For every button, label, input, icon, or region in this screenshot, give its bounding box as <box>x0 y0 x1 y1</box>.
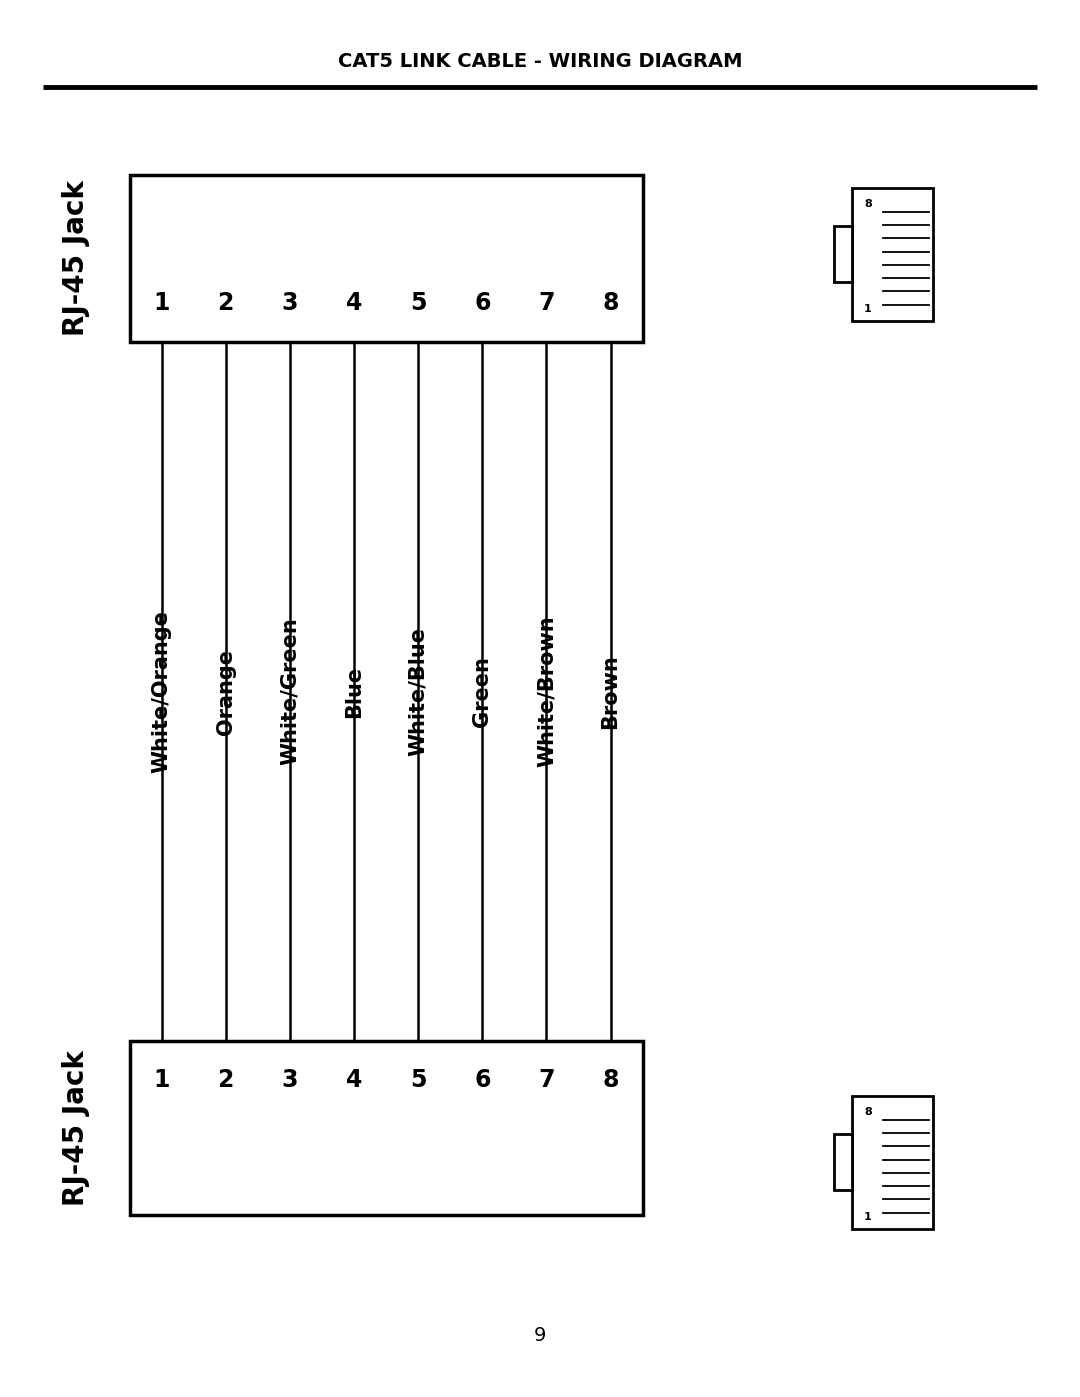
Bar <box>130 175 643 342</box>
Text: 4: 4 <box>346 291 362 316</box>
Text: 1: 1 <box>153 291 170 316</box>
Text: 8: 8 <box>603 291 619 316</box>
Text: 8: 8 <box>603 1067 619 1092</box>
Text: 8: 8 <box>864 1106 872 1116</box>
Text: 4: 4 <box>346 1067 362 1092</box>
Text: White/Brown: White/Brown <box>537 616 556 767</box>
Bar <box>834 1134 852 1190</box>
Text: White/Green: White/Green <box>280 617 300 766</box>
Text: 5: 5 <box>410 1067 427 1092</box>
Text: CAT5 LINK CABLE - WIRING DIAGRAM: CAT5 LINK CABLE - WIRING DIAGRAM <box>338 52 742 71</box>
Text: 9: 9 <box>534 1326 546 1345</box>
Text: RJ-45 Jack: RJ-45 Jack <box>62 1051 90 1206</box>
Text: Brown: Brown <box>600 654 621 729</box>
Bar <box>852 189 933 321</box>
Text: 7: 7 <box>538 291 555 316</box>
Text: White/Blue: White/Blue <box>408 627 428 756</box>
Bar <box>130 1041 643 1215</box>
Text: 3: 3 <box>282 291 298 316</box>
Text: 1: 1 <box>864 303 872 314</box>
Bar <box>852 1095 933 1229</box>
Text: 2: 2 <box>217 1067 234 1092</box>
Text: 8: 8 <box>864 198 872 208</box>
Text: 1: 1 <box>864 1211 872 1222</box>
Bar <box>834 226 852 282</box>
Text: Orange: Orange <box>216 648 235 735</box>
Text: 5: 5 <box>410 291 427 316</box>
Text: 1: 1 <box>153 1067 170 1092</box>
Text: 6: 6 <box>474 1067 490 1092</box>
Text: 7: 7 <box>538 1067 555 1092</box>
Text: Blue: Blue <box>345 665 364 718</box>
Text: White/Orange: White/Orange <box>151 610 172 773</box>
Text: 2: 2 <box>217 291 234 316</box>
Text: RJ-45 Jack: RJ-45 Jack <box>62 180 90 337</box>
Text: 3: 3 <box>282 1067 298 1092</box>
Text: Green: Green <box>472 657 492 726</box>
Text: 6: 6 <box>474 291 490 316</box>
